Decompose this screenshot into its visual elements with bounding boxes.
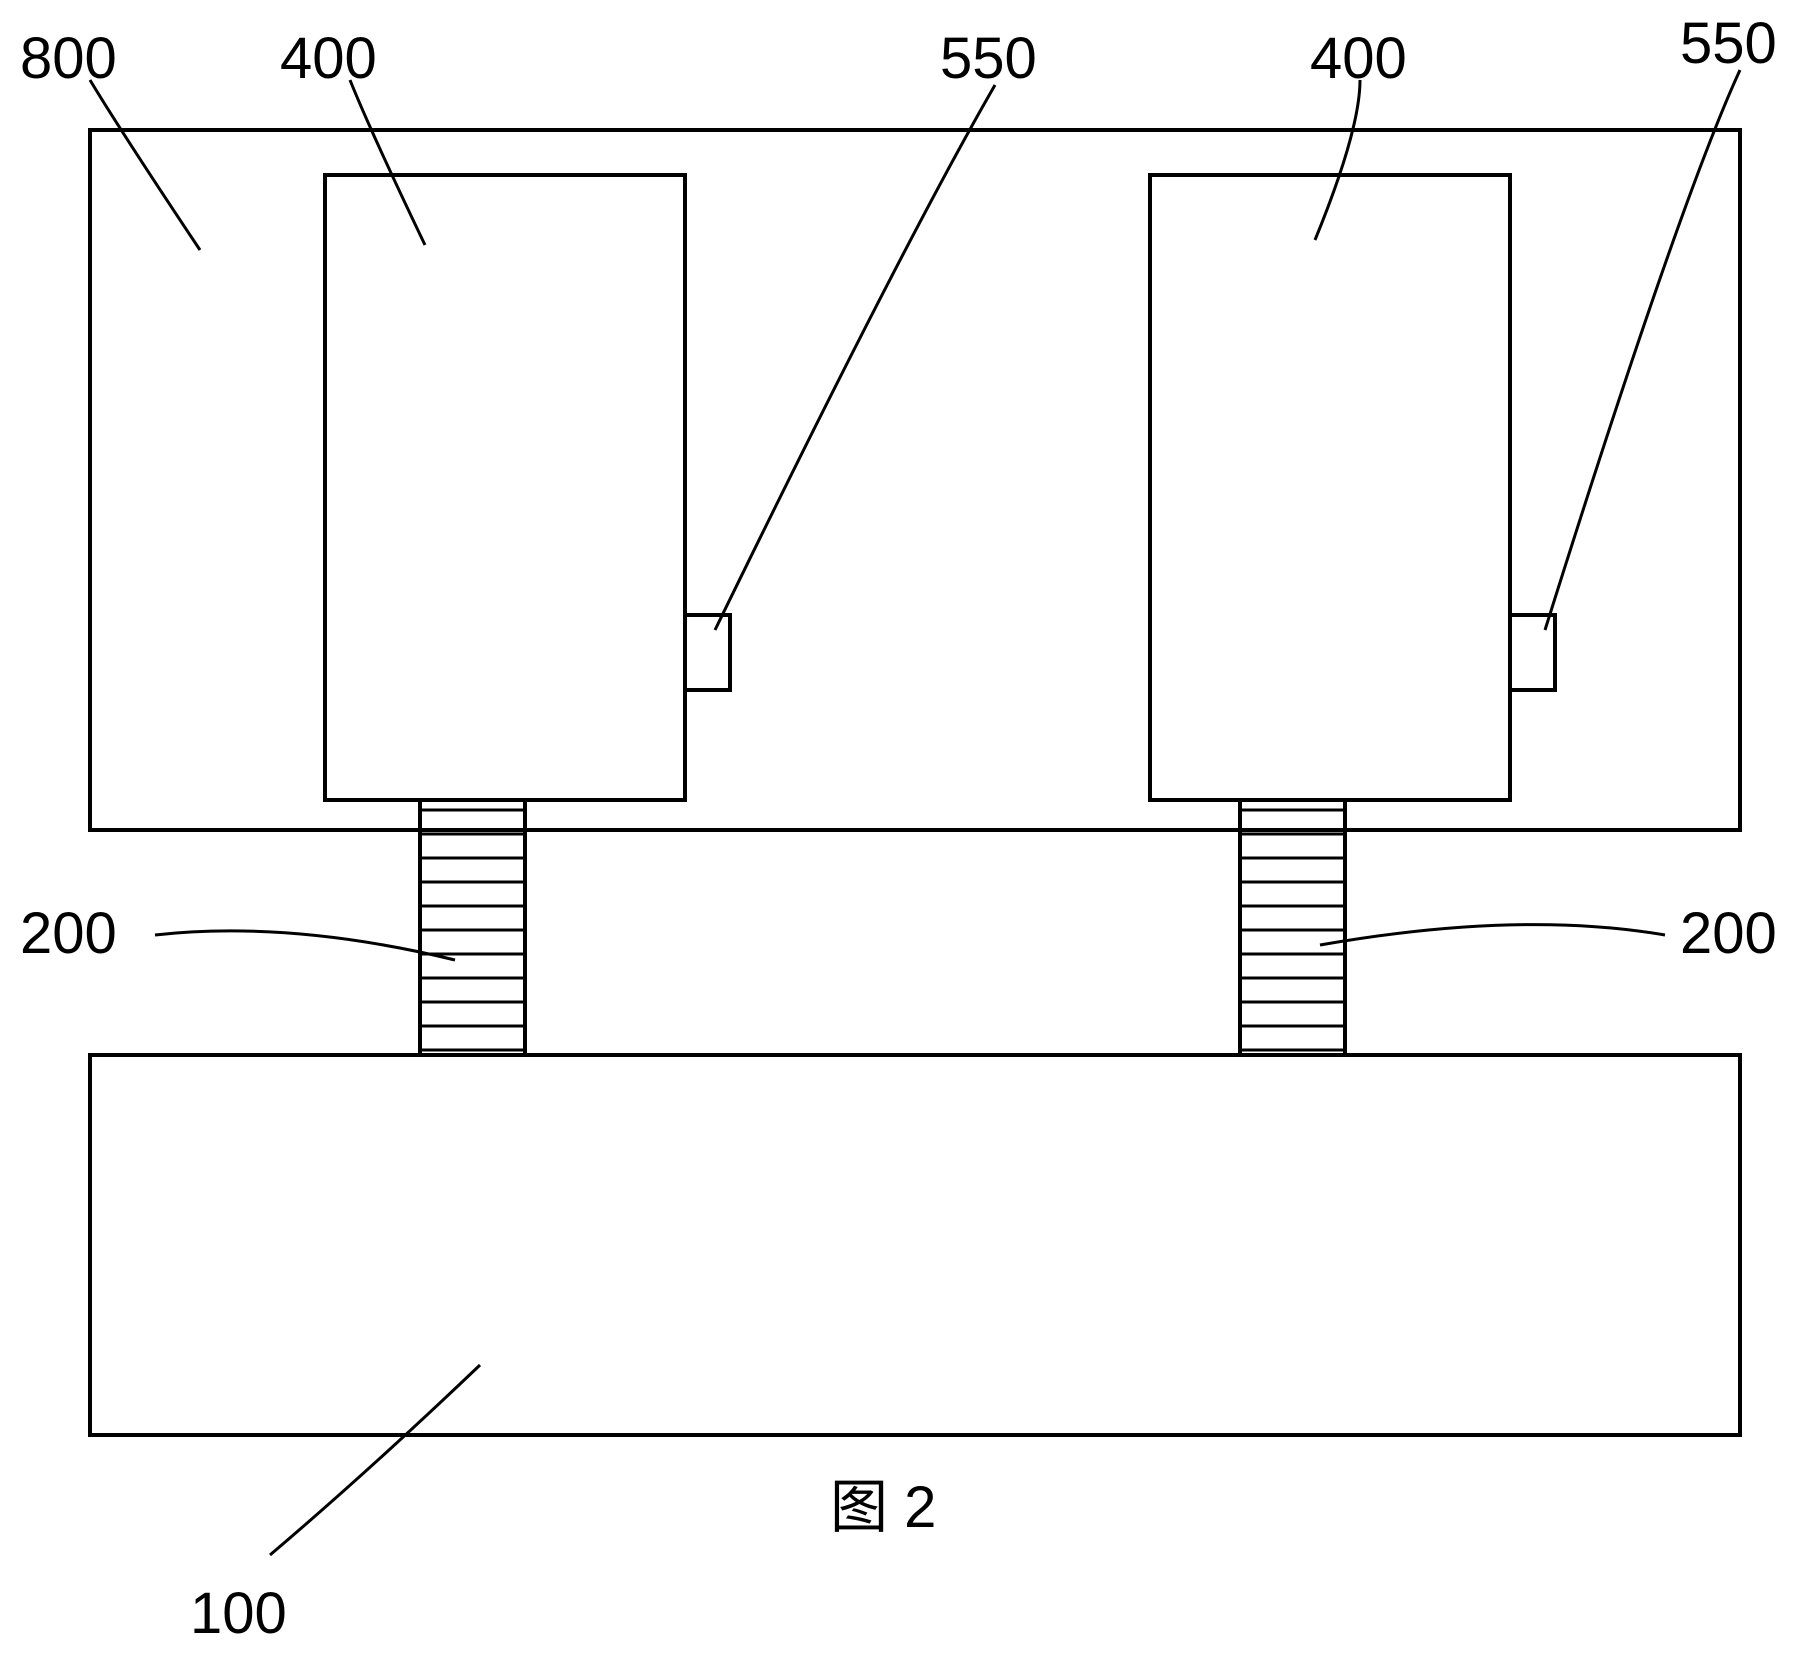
leader-400-right [1315, 80, 1360, 240]
label-100: 100 [190, 1580, 287, 1647]
leader-800 [90, 80, 200, 250]
diagram-container: 800 400 550 400 550 200 200 100 图 2 [0, 0, 1812, 1663]
ladder-right-200 [1240, 800, 1345, 1055]
upper-box-800 [90, 130, 1740, 830]
figure-label: 图 2 [830, 1460, 936, 1544]
inner-box-left-400 [325, 175, 685, 800]
leader-200-left [155, 931, 455, 960]
label-200-right: 200 [1680, 900, 1777, 967]
label-550-left: 550 [940, 25, 1037, 92]
lower-box-100 [90, 1055, 1740, 1435]
leader-400-left [350, 80, 425, 245]
label-200-left: 200 [20, 900, 117, 967]
ladder-left-200 [420, 800, 525, 1055]
leader-200-right [1320, 925, 1665, 945]
inner-box-right-400 [1150, 175, 1510, 800]
label-800: 800 [20, 25, 117, 92]
diagram-svg [0, 0, 1812, 1663]
label-400-left: 400 [280, 25, 377, 92]
label-400-right: 400 [1310, 25, 1407, 92]
small-box-right-550 [1510, 615, 1555, 690]
leader-550-right [1545, 70, 1740, 630]
small-box-left-550 [685, 615, 730, 690]
label-550-right: 550 [1680, 10, 1777, 77]
leader-100 [270, 1365, 480, 1555]
leader-550-left [715, 85, 995, 630]
